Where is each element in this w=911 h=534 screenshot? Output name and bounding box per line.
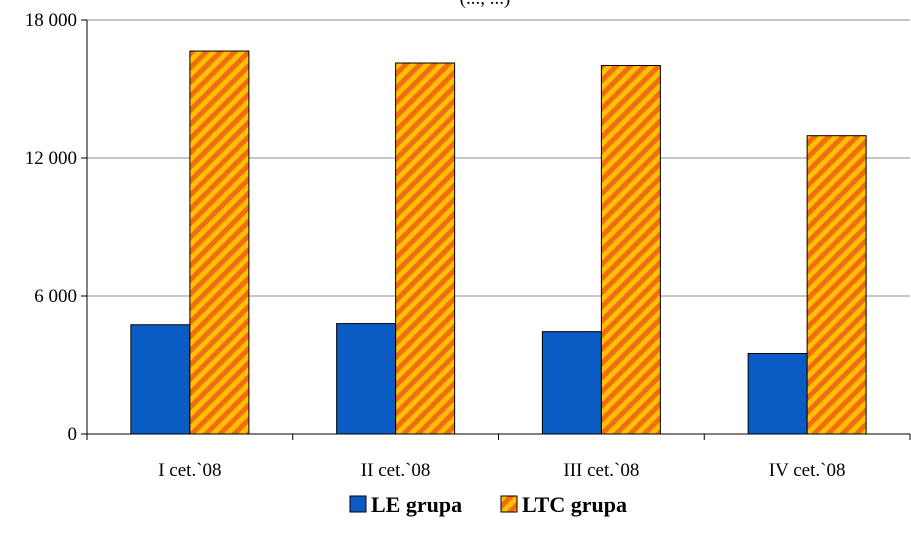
bars <box>130 50 867 435</box>
y-tick-label: 18 000 <box>25 10 77 31</box>
y-tick-label: 6 000 <box>34 286 77 307</box>
bar-le-grupa <box>130 324 191 435</box>
x-tick-label: I cet.`08 <box>158 460 221 481</box>
y-tick-label: 12 000 <box>25 148 77 169</box>
chart-title-fragment: (..., ...) <box>460 0 511 9</box>
y-axis: 0 6 000 12 000 18 000 <box>25 10 88 445</box>
legend-item-ltc-grupa-swatch <box>500 495 518 513</box>
legend-item-le-grupa-label: LE grupa <box>371 492 462 517</box>
legend-item-ltc-grupa-label: LTC grupa <box>522 492 627 517</box>
bar-ltc-grupa <box>806 135 867 435</box>
x-tick-label: II cet.`08 <box>361 460 431 481</box>
y-tick-label: 0 <box>68 424 78 445</box>
bar-ltc-grupa <box>600 65 661 435</box>
bar-ltc-grupa <box>189 50 250 435</box>
x-tick-label: III cet.`08 <box>563 460 639 481</box>
legend-item-le-grupa-swatch <box>349 495 367 513</box>
x-tick-label: IV cet.`08 <box>769 460 846 481</box>
bar-le-grupa <box>541 331 602 435</box>
bar-le-grupa <box>336 323 397 435</box>
legend: LE grupa LTC grupa <box>349 492 627 517</box>
bar-ltc-grupa <box>395 62 456 435</box>
bar-le-grupa <box>747 353 808 435</box>
x-axis: I cet.`08 II cet.`08 III cet.`08 IV cet.`08 <box>86 433 911 481</box>
